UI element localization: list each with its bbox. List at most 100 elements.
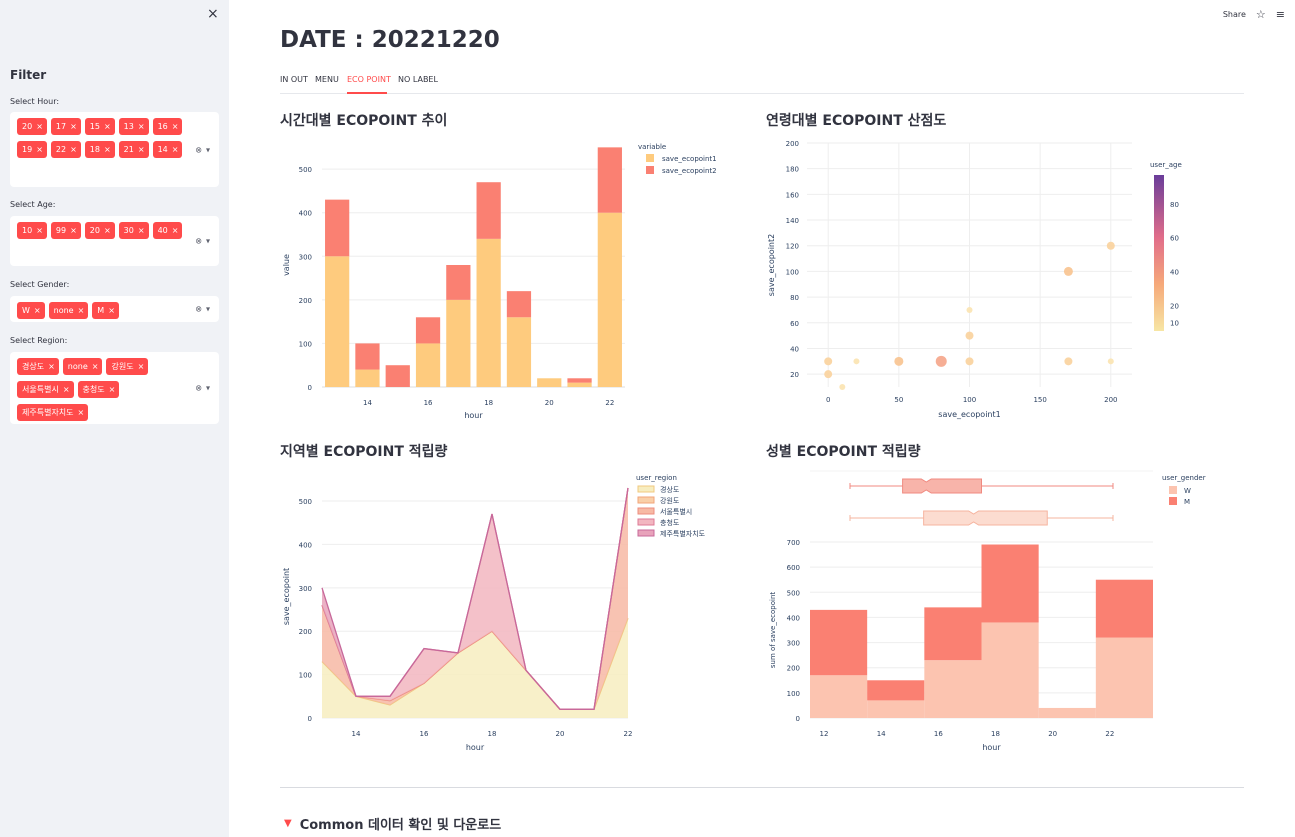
filter-tag[interactable]: 17 × bbox=[50, 118, 81, 135]
filter-tag[interactable]: 22 × bbox=[50, 141, 81, 158]
tag-remove-icon[interactable]: × bbox=[137, 362, 145, 371]
colorbar-tick-label: 80 bbox=[1170, 201, 1179, 209]
chevron-down-icon[interactable]: ▾ bbox=[205, 383, 210, 393]
filter-tag[interactable]: M × bbox=[92, 302, 119, 319]
colorbar-tick-label: 40 bbox=[1170, 269, 1179, 277]
tag-remove-icon[interactable]: × bbox=[36, 226, 43, 235]
close-icon[interactable]: × bbox=[207, 6, 219, 22]
filter-tag[interactable]: 20 × bbox=[84, 222, 115, 239]
filter-tag[interactable]: 경상도 × bbox=[17, 358, 59, 375]
filter-tag[interactable]: 99 × bbox=[50, 222, 81, 239]
filter-tag[interactable]: 21 × bbox=[118, 141, 149, 158]
tag-remove-icon[interactable]: × bbox=[171, 122, 179, 131]
tag-remove-icon[interactable]: × bbox=[103, 122, 111, 131]
common-data-expander[interactable]: ▼ Common 데이터 확인 및 다운로드 bbox=[284, 814, 501, 833]
clear-icon[interactable]: ⊗ bbox=[195, 304, 202, 314]
area-fill bbox=[322, 618, 628, 718]
tag-remove-icon[interactable]: × bbox=[137, 145, 145, 154]
filter-tag[interactable]: 제주특별자치도 × bbox=[17, 404, 89, 421]
legend-title: user_region bbox=[636, 474, 677, 482]
tag-remove-icon[interactable]: × bbox=[36, 145, 43, 154]
tag-remove-icon[interactable]: × bbox=[108, 306, 115, 315]
filter-tag[interactable]: 15 × bbox=[84, 118, 115, 135]
filter-tag[interactable]: 18 × bbox=[84, 141, 115, 158]
tag-remove-icon[interactable]: × bbox=[33, 306, 41, 315]
y-tick-label: 300 bbox=[299, 253, 312, 261]
filter-tag[interactable]: 14 × bbox=[152, 141, 183, 158]
clear-icon[interactable]: ⊗ bbox=[195, 145, 202, 154]
age-multiselect[interactable]: 10 × 99 × 20 × 30 × 40 × ⊗ ▾ bbox=[10, 216, 219, 266]
filter-tag[interactable]: 40 × bbox=[152, 222, 183, 239]
tag-remove-icon[interactable]: × bbox=[137, 122, 145, 131]
tag-remove-icon[interactable]: × bbox=[137, 226, 145, 235]
tab-menu[interactable]: MENU bbox=[315, 75, 339, 84]
chevron-down-icon[interactable]: ▾ bbox=[205, 236, 210, 246]
y-tick-label: 40 bbox=[790, 345, 799, 353]
legend-swatch bbox=[646, 154, 654, 162]
tag-remove-icon[interactable]: × bbox=[171, 145, 179, 154]
tab-no-label[interactable]: NO LABEL bbox=[398, 75, 438, 84]
histogram-bar bbox=[1095, 579, 1153, 638]
tab-eco-point[interactable]: ECO POINT bbox=[347, 75, 391, 84]
filter-tag[interactable]: W × bbox=[17, 302, 45, 319]
clear-icon[interactable]: ⊗ bbox=[195, 236, 202, 246]
age-label: Select Age: bbox=[10, 200, 56, 209]
filter-tag[interactable]: 서울특별시 × bbox=[17, 381, 74, 398]
gender-histogram-chart[interactable]: 0 100 200 300 400 500 600 700 12 14 16 18 20 22 hour su… bbox=[762, 467, 1222, 757]
y-tick-label: 500 bbox=[299, 498, 312, 506]
hour-multiselect[interactable]: 20 × 17 × 15 × 13 × 16 × 19 × 22 × 18 × 21 × 14 × ⊗ ▾ bbox=[10, 112, 219, 187]
x-tick-label: 18 bbox=[488, 730, 497, 738]
y-tick-label: 120 bbox=[786, 243, 799, 251]
legend-swatch bbox=[637, 496, 655, 504]
tag-remove-icon[interactable]: × bbox=[103, 145, 111, 154]
legend-title: user_gender bbox=[1162, 474, 1206, 482]
menu-icon[interactable]: ≡ bbox=[1275, 8, 1285, 21]
bar bbox=[567, 382, 592, 387]
filter-tag[interactable]: 20 × bbox=[17, 118, 47, 135]
tag-label: 15 bbox=[89, 122, 100, 131]
tag-remove-icon[interactable]: × bbox=[62, 385, 70, 394]
tab-bar: IN OUT MENU ECO POINT NO LABEL bbox=[280, 70, 1244, 94]
hourly-bar-chart[interactable]: 0 100 200 300 400 500 14 16 18 20 22 hour value varia… bbox=[280, 135, 720, 425]
star-icon[interactable]: ☆ bbox=[1255, 8, 1266, 21]
filter-tag[interactable]: none × bbox=[48, 302, 89, 319]
x-tick-label: 20 bbox=[1048, 730, 1057, 738]
filter-tag[interactable]: 16 × bbox=[152, 118, 183, 135]
tag-remove-icon[interactable]: × bbox=[70, 122, 77, 131]
tag-remove-icon[interactable]: × bbox=[91, 362, 99, 371]
chevron-down-icon[interactable]: ▾ bbox=[205, 304, 210, 314]
tag-remove-icon[interactable]: × bbox=[171, 226, 179, 235]
filter-tag[interactable]: 19 × bbox=[17, 141, 47, 158]
tab-in-out[interactable]: IN OUT bbox=[280, 75, 308, 84]
tag-remove-icon[interactable]: × bbox=[48, 362, 55, 371]
chevron-down-icon[interactable]: ▾ bbox=[205, 145, 210, 154]
share-button[interactable]: Share bbox=[1222, 10, 1246, 19]
region-multiselect[interactable]: 경상도 × none × 강원도 × 서울특별시 × 충청도 × 제주특별자치도 × ⊗ ▾ bbox=[10, 352, 219, 424]
tag-label: 강원도 bbox=[111, 362, 134, 371]
colorbar-tick-label: 60 bbox=[1170, 235, 1179, 243]
tag-remove-icon[interactable]: × bbox=[70, 226, 77, 235]
filter-tag[interactable]: 강원도 × bbox=[106, 358, 149, 375]
filter-tag[interactable]: 10 × bbox=[17, 222, 47, 239]
tag-remove-icon[interactable]: × bbox=[70, 145, 77, 154]
y-tick-label: 100 bbox=[299, 340, 312, 348]
x-tick-label: 22 bbox=[605, 399, 614, 407]
age-scatter-chart[interactable]: 20 40 60 80 100 120 140 160 180 200 0 50 100 150 200 sa… bbox=[762, 135, 1222, 425]
clear-icon[interactable]: ⊗ bbox=[195, 383, 202, 393]
x-tick-label: 100 bbox=[963, 396, 976, 404]
tag-remove-icon[interactable]: × bbox=[103, 226, 111, 235]
region-area-chart[interactable]: 0 100 200 300 400 500 14 16 18 20 22 hour save_ecopo… bbox=[280, 467, 720, 757]
tag-remove-icon[interactable]: × bbox=[108, 385, 116, 394]
filter-tag[interactable]: none × bbox=[62, 358, 103, 375]
bar bbox=[446, 265, 471, 300]
legend-entry: 제주특별자치도 bbox=[660, 529, 706, 538]
filter-tag[interactable]: 충청도 × bbox=[77, 381, 120, 398]
tag-remove-icon[interactable]: × bbox=[77, 306, 85, 315]
filter-tag[interactable]: 13 × bbox=[118, 118, 149, 135]
gender-multiselect[interactable]: W × none × M × ⊗ ▾ bbox=[10, 296, 219, 322]
x-tick-label: 14 bbox=[877, 730, 886, 738]
tag-remove-icon[interactable]: × bbox=[36, 122, 43, 131]
filter-tag[interactable]: 30 × bbox=[118, 222, 149, 239]
x-tick-label: 22 bbox=[624, 730, 633, 738]
tag-remove-icon[interactable]: × bbox=[77, 408, 85, 417]
